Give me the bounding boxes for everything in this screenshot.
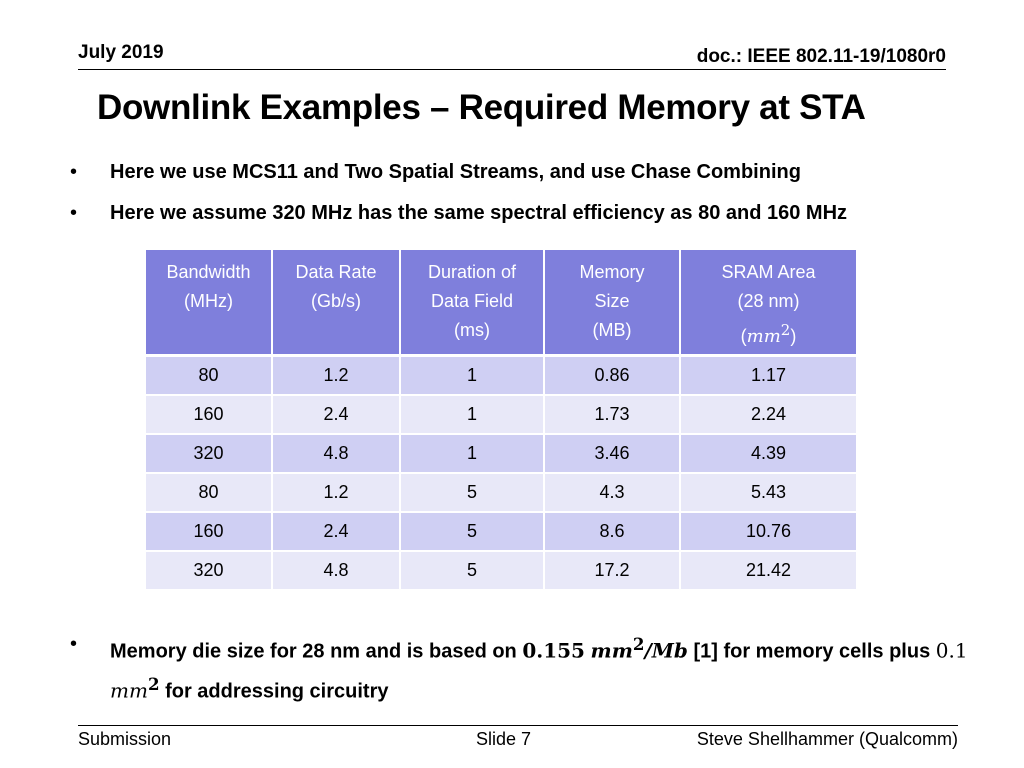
- cell-duration: 1: [399, 394, 545, 435]
- cell-bandwidth: 160: [144, 511, 273, 552]
- bullet-item: Here we assume 320 MHz has the same spec…: [70, 199, 970, 227]
- header-duration: Duration of Data Field (ms): [399, 250, 545, 357]
- cell-sram-area: 1.17: [679, 354, 858, 396]
- footer-submission: Submission: [78, 729, 172, 749]
- footer-divider: [78, 725, 958, 726]
- cell-data-rate: 1.2: [271, 472, 401, 513]
- cell-data-rate: 1.2: [271, 354, 401, 396]
- cell-sram-area: 21.42: [679, 550, 858, 591]
- cell-duration: 5: [399, 511, 545, 552]
- header-bandwidth: Bandwidth (MHz): [144, 250, 273, 357]
- cell-sram-area: 4.39: [679, 433, 858, 474]
- bottom-bullet-item: • Memory die size for 28 nm and is based…: [70, 633, 968, 703]
- cell-bandwidth: 160: [144, 394, 273, 435]
- header-doc-id: doc.: IEEE 802.11-19/1080r0: [696, 46, 946, 67]
- cell-memory-size: 8.6: [543, 511, 681, 552]
- cell-memory-size: 1.73: [543, 394, 681, 435]
- slide-title: Downlink Examples – Required Memory at S…: [97, 88, 866, 127]
- cell-bandwidth: 320: [144, 550, 273, 591]
- cell-duration: 5: [399, 472, 545, 513]
- cell-bandwidth: 80: [144, 354, 273, 396]
- footer-slide-number: Slide 7: [476, 729, 532, 749]
- memory-table: Bandwidth (MHz) Data Rate (Gb/s) Duration …: [144, 250, 858, 591]
- cell-bandwidth: 80: [144, 472, 273, 513]
- cell-duration: 1: [399, 354, 545, 396]
- table-row: 160 2.4 5 8.6 10.76: [144, 511, 858, 552]
- cell-memory-size: 4.3: [543, 472, 681, 513]
- cell-data-rate: 4.8: [271, 550, 401, 591]
- cell-duration: 5: [399, 550, 545, 591]
- cell-bandwidth: 320: [144, 433, 273, 474]
- cell-duration: 1: [399, 433, 545, 474]
- table-row: 320 4.8 1 3.46 4.39: [144, 433, 858, 474]
- header-data-rate: Data Rate (Gb/s): [271, 250, 401, 357]
- bullet-list: Here we use MCS11 and Two Spatial Stream…: [70, 158, 970, 240]
- table-row: 80 1.2 5 4.3 5.43: [144, 472, 858, 513]
- header-memory-size: Memory Size (MB): [543, 250, 681, 357]
- table-row: 80 1.2 1 0.86 1.17: [144, 354, 858, 396]
- cell-data-rate: 4.8: [271, 433, 401, 474]
- cell-sram-area: 2.24: [679, 394, 858, 435]
- cell-memory-size: 3.46: [543, 433, 681, 474]
- footer-author: Steve Shellhammer (Qualcomm): [696, 729, 958, 749]
- cell-data-rate: 2.4: [271, 511, 401, 552]
- table-row: 160 2.4 1 1.73 2.24: [144, 394, 858, 435]
- cell-memory-size: 17.2: [543, 550, 681, 591]
- cell-memory-size: 0.86: [543, 354, 681, 396]
- header-divider: [78, 69, 946, 70]
- table-row: 320 4.8 5 17.2 21.42: [144, 550, 858, 591]
- cell-data-rate: 2.4: [271, 394, 401, 435]
- header-date: July 2019: [78, 42, 164, 63]
- cell-sram-area: 10.76: [679, 511, 858, 552]
- table-header-row: Bandwidth (MHz) Data Rate (Gb/s) Duration …: [144, 250, 858, 357]
- cell-sram-area: 5.43: [679, 472, 858, 513]
- bullet-item: Here we use MCS11 and Two Spatial Stream…: [70, 158, 970, 186]
- header-sram-area: SRAM Area (28 nm) (mm2): [679, 250, 858, 357]
